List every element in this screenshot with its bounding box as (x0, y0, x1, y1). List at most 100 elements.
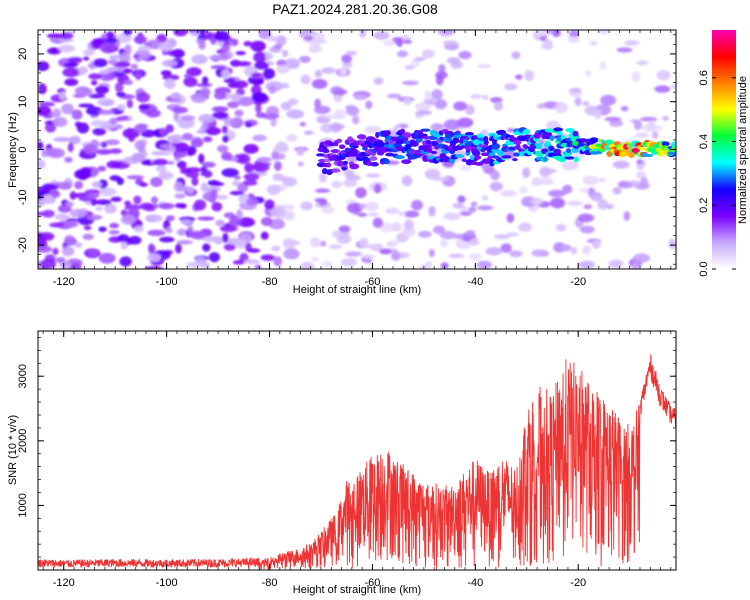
spectrogram-blob (165, 124, 174, 133)
signal-blob (410, 140, 419, 147)
spectrogram-blob (243, 179, 258, 186)
spectrogram-blob (439, 230, 457, 240)
spectrogram-blob (283, 248, 300, 260)
spectrogram-blob (74, 169, 92, 180)
spectrogram-blob (250, 40, 266, 52)
spectrogram-blob (68, 57, 83, 64)
spectrogram-blob (531, 249, 549, 257)
spectrogram-blob (210, 181, 225, 187)
spectrogram-blob (364, 125, 382, 134)
spectrogram-blob (213, 30, 230, 42)
spectrogram-blob (108, 230, 120, 235)
spectrogram-blob (283, 240, 301, 246)
spectrogram-blob (599, 30, 610, 35)
spectrogram-blob (255, 103, 262, 114)
spectrogram-blob (95, 199, 112, 206)
spectrogram-blob (383, 39, 396, 47)
x-tick-label: -80 (262, 276, 278, 288)
spectrogram-blob (98, 252, 116, 264)
spectrogram-blob (640, 177, 649, 186)
spectrogram-blob (134, 123, 148, 133)
spectrogram-blob (314, 98, 321, 109)
signal-blob (513, 152, 521, 157)
spectrogram-blob (328, 244, 343, 250)
spectrogram-blob (662, 115, 669, 121)
spectrogram-blob (213, 91, 227, 100)
spectrogram-blob (440, 262, 449, 269)
spectrogram-blob (58, 44, 75, 53)
spectrogram-blob (372, 31, 390, 40)
y-tick-label: -20 (17, 237, 29, 253)
spectrogram-blob (506, 213, 515, 223)
spectrogram-blob (321, 206, 335, 214)
spectrogram-blob (359, 237, 369, 248)
y-tick-label: 3000 (17, 364, 29, 388)
spectrogram-blob (38, 199, 50, 205)
spectrogram-blob (631, 71, 641, 82)
spectrogram-blob (68, 135, 81, 145)
spectrogram-blob (210, 189, 218, 199)
x-tick-label: -100 (156, 577, 178, 589)
spectrogram-blob (594, 108, 602, 120)
spectrogram-blob (365, 173, 381, 178)
spectrogram-blob (147, 229, 166, 237)
spectrogram-blob (139, 182, 148, 187)
spectrogram-blob (524, 70, 535, 82)
spectrogram-blob (124, 44, 132, 55)
spectrogram-blob (452, 202, 464, 209)
spectrogram-blob (591, 239, 601, 250)
spectrogram-blob (186, 261, 204, 268)
spectrogram-blob (38, 82, 46, 92)
spectrogram-blob (654, 125, 664, 131)
spectrogram-blob (636, 159, 643, 165)
x-tick-label: -80 (262, 577, 278, 589)
spectrogram-blob (275, 141, 288, 151)
spectrogram-blob (539, 166, 552, 178)
spectrogram-blob (88, 248, 100, 257)
spectrogram-blob (260, 231, 269, 240)
spectrogram-blob (97, 165, 107, 172)
x-tick-label: -120 (53, 577, 75, 589)
x-tick-label: -40 (467, 276, 483, 288)
spectrogram-blob (104, 203, 117, 214)
spectrogram-blob (133, 35, 147, 45)
spectrogram-blob (460, 164, 473, 171)
spectrogram-blob (71, 109, 83, 120)
spectrogram-blob (110, 196, 122, 202)
spectrogram-blob (179, 167, 192, 175)
signal-blob (628, 152, 635, 159)
spectrogram-blob (299, 55, 311, 63)
spectrogram-blob (321, 261, 333, 268)
signal-blob (420, 128, 431, 132)
spectrogram-blob (431, 89, 443, 100)
spectrogram-blob (104, 139, 120, 146)
spectrogram-blob (198, 113, 216, 124)
spectrogram-signal-track (316, 127, 676, 176)
spectrogram-blob (566, 200, 583, 206)
spectrogram-blob (74, 180, 84, 190)
spectrogram-blob (300, 261, 315, 269)
spectrogram-blob (345, 251, 362, 257)
spectrogram-blob (136, 92, 151, 103)
spectrogram-blob (187, 225, 194, 232)
spectrogram-blob (470, 94, 483, 99)
spectrogram-blob (161, 59, 178, 67)
spectrogram-blob (64, 156, 73, 163)
spectrogram-blob (631, 262, 640, 269)
spectrogram-blob (254, 61, 269, 70)
spectrogram-blob (379, 222, 395, 233)
snr-x-axis: -120 -100 -80 -60 -40 -20 (42, 331, 672, 589)
spectrogram-blob (52, 247, 59, 256)
spectrogram-blob (38, 159, 46, 169)
spectrogram-blob (235, 51, 246, 56)
spectrogram-blob (202, 235, 221, 242)
spectrogram-blob (656, 70, 671, 81)
spectrogram-blob (403, 210, 420, 218)
y-tick-label: 2000 (17, 429, 29, 453)
spectrogram-blob (379, 248, 392, 255)
spectrogram-blob (590, 191, 603, 202)
spectrogram-blob (173, 30, 188, 37)
spectrogram-blob (561, 160, 579, 171)
signal-blob (336, 138, 343, 144)
spectrogram-blob (623, 211, 631, 221)
